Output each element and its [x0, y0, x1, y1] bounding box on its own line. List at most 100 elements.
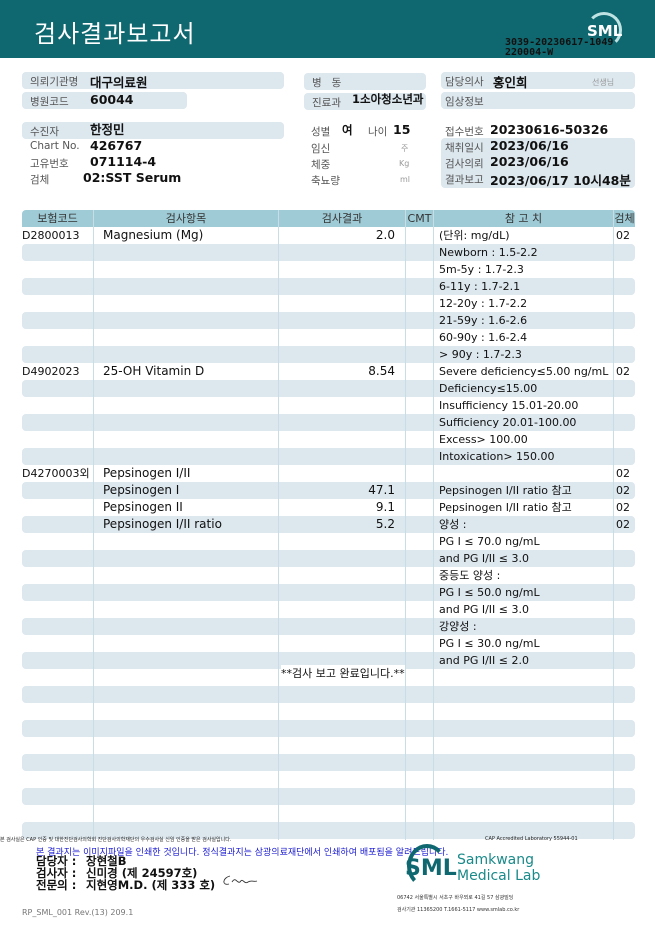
cell-reference: 60-90y : 1.6-2.4: [439, 331, 528, 344]
table-row: 12-20y : 1.7-2.2: [22, 295, 635, 312]
sex-value: 여: [342, 123, 353, 137]
cell-reference: Pepsinogen I/II ratio 참고: [439, 501, 572, 514]
cell-reference: Pepsinogen I/II ratio 참고: [439, 484, 572, 497]
cell-insurance-code: D4902023: [22, 365, 80, 378]
table-row: 21-59y : 1.6-2.6: [22, 312, 635, 329]
institution-label: 의뢰기관명: [30, 76, 79, 88]
specimen-value: 02:SST Serum: [83, 170, 182, 185]
table-row: Sufficiency 20.01-100.00: [22, 414, 635, 431]
notice-text: 본 결과지는 이미지파일을 인쇄한 것입니다. 정식결과지는 삼광의료재단에서 …: [36, 848, 449, 858]
cell-reference: 6-11y : 1.7-2.1: [439, 280, 521, 293]
ward-label: 병 동: [312, 77, 342, 89]
cell-specimen: 02: [616, 484, 630, 497]
doctor-value: 홍인희: [493, 75, 528, 90]
cell-specimen: 02: [616, 501, 630, 514]
table-row: D2800013 Magnesium (Mg) 2.0 (단위: mg/dL) 02: [22, 227, 635, 244]
cell-reference: PG I ≤ 50.0 ng/mL: [439, 586, 540, 599]
request-value: 2023/06/16: [490, 154, 569, 169]
report-header: 검사결과보고서 SML: [0, 0, 655, 58]
table-row: Excess> 100.00: [22, 431, 635, 448]
report-value: 2023/06/17 10시48분: [490, 173, 631, 188]
table-row: [22, 822, 635, 839]
table-row: PG I ≤ 50.0 ng/mL: [22, 584, 635, 601]
hospital-code-label: 병원코드: [30, 96, 69, 108]
table-row: Pepsinogen II 9.1 Pepsinogen I/II ratio 참고…: [22, 499, 635, 516]
doctor-suffix: 선생님: [592, 78, 615, 87]
cell-reference: PG I ≤ 70.0 ng/mL: [439, 535, 540, 548]
table-row: PG I ≤ 70.0 ng/mL: [22, 533, 635, 550]
page-title: 검사결과보고서: [34, 20, 196, 48]
request-label: 검사의뢰: [445, 158, 484, 170]
sex-label: 성별: [311, 126, 331, 138]
signature-icon: [223, 875, 258, 885]
clinical-label: 임상정보: [445, 96, 484, 108]
cell-reference: Severe deficiency≤5.00 ng/mL: [439, 365, 609, 378]
table-row: 5m-5y : 1.7-2.3: [22, 261, 635, 278]
cell-reference: 12-20y : 1.7-2.2: [439, 297, 528, 310]
table-row: PG I ≤ 30.0 ng/mL: [22, 635, 635, 652]
table-row: [22, 703, 635, 720]
table-row: [22, 788, 635, 805]
specimen-label: 검체: [30, 174, 50, 186]
cell-reference: 강양성 :: [439, 620, 477, 633]
cell-reference: 21-59y : 1.6-2.6: [439, 314, 528, 327]
cell-reference: 5m-5y : 1.7-2.3: [439, 263, 524, 276]
cell-insurance-code: D4270003외: [22, 467, 90, 480]
patient-value: 한정민: [90, 122, 125, 137]
table-row: Pepsinogen I 47.1 Pepsinogen I/II ratio 참고…: [22, 482, 635, 499]
dept-value: 1소아청소년과: [352, 92, 424, 106]
report-label: 결과보고: [445, 174, 484, 186]
id-value: 071114-4: [90, 154, 157, 169]
pregnancy-label: 임신: [311, 143, 331, 155]
col-test-item: 검사항목: [93, 210, 278, 227]
cell-reference: and PG I/II ≤ 3.0: [439, 552, 529, 565]
cell-test-item: Magnesium (Mg): [103, 228, 204, 242]
cell-reference: Excess> 100.00: [439, 433, 528, 446]
age-value: 15: [393, 122, 411, 137]
cell-specimen: 02: [616, 229, 630, 242]
col-result: 검사결과: [278, 210, 405, 227]
table-row: 6-11y : 1.7-2.1: [22, 278, 635, 295]
cell-reference: 중등도 양성 :: [439, 569, 501, 582]
weight-label: 체중: [311, 159, 331, 171]
cap-accreditation: CAP Accredited Laboratory 55944-01: [485, 836, 578, 842]
table-row: Newborn : 1.5-2.2: [22, 244, 635, 261]
cell-result: 8.54: [368, 364, 395, 378]
cell-test-item: Pepsinogen I/II: [103, 466, 191, 480]
cell-test-item: 25-OH Vitamin D: [103, 364, 205, 378]
signatories: 담당자 : 장현철B 검사자 : 신미경 (제 24597호) 전문의 : 지현영M.…: [36, 854, 216, 892]
cell-reference: Sufficiency 20.01-100.00: [439, 416, 577, 429]
cell-reference: and PG I/II ≤ 2.0: [439, 654, 529, 667]
cell-result: 47.1: [368, 483, 395, 497]
table-row: [22, 754, 635, 771]
table-row: 중등도 양성 :: [22, 567, 635, 584]
lab-address: 06742 서울특별시 서초구 바우뫼로 41길 57 삼광빌딩: [397, 895, 514, 901]
table-row: [22, 737, 635, 754]
cell-reference: Insufficiency 15.01-20.00: [439, 399, 579, 412]
cell-reference: (단위: mg/dL): [439, 229, 510, 242]
receipt-value: 20230616-50326: [490, 122, 609, 137]
collect-value: 2023/06/16: [490, 138, 569, 153]
table-row: D4270003외 Pepsinogen I/II 02: [22, 465, 635, 482]
table-row: 60-90y : 1.6-2.4: [22, 329, 635, 346]
table-row: 강양성 :: [22, 618, 635, 635]
cell-reference: Intoxication> 150.00: [439, 450, 555, 463]
col-insurance-code: 보험코드: [22, 210, 93, 227]
col-cmt: CMT: [405, 210, 433, 227]
cell-result: 2.0: [375, 228, 395, 242]
receipt-label: 접수번호: [445, 126, 484, 138]
col-reference: 참 고 치: [433, 210, 613, 227]
sml-logo-icon: SML: [586, 12, 622, 48]
institution-value: 대구의료원: [90, 75, 148, 90]
cell-reference: and PG I/II ≤ 3.0: [439, 603, 529, 616]
cell-result: 9.1: [375, 500, 395, 514]
table-row: Deficiency≤15.00: [22, 380, 635, 397]
cell-specimen: 02: [616, 467, 630, 480]
cell-insurance-code: D2800013: [22, 229, 80, 242]
cell-reference: Deficiency≤15.00: [439, 382, 538, 395]
table-row: [22, 805, 635, 822]
dept-label: 진료과: [312, 97, 341, 109]
table-row: [22, 686, 635, 703]
doctor-label: 담당의사: [445, 76, 484, 88]
table-row: Insufficiency 15.01-20.00: [22, 397, 635, 414]
